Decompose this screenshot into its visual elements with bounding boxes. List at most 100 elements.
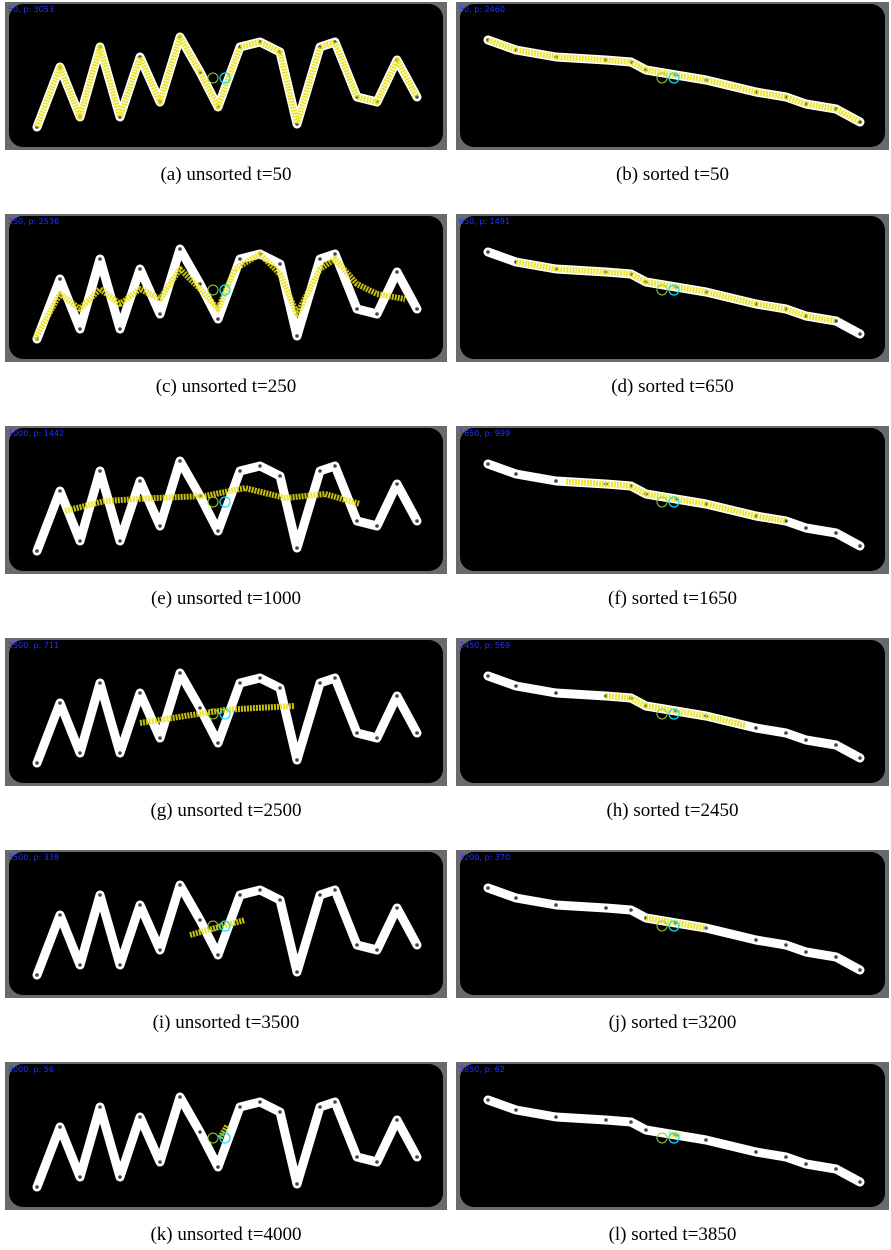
- particle-cloud: [32, 251, 406, 341]
- track-node: [258, 1100, 262, 1104]
- particle-cloud: [605, 693, 747, 729]
- track-node: [858, 968, 862, 972]
- track-node: [395, 482, 399, 486]
- track-node: [834, 531, 838, 535]
- track-node: [355, 731, 359, 735]
- track-node: [355, 307, 359, 311]
- track-node: [58, 1125, 62, 1129]
- true-position: [219, 920, 231, 932]
- estimate-marker: [207, 1132, 219, 1144]
- track-node: [198, 918, 202, 922]
- true-position: [219, 708, 231, 720]
- track-node: [98, 469, 102, 473]
- panel-label: 3500, p: 338: [8, 853, 59, 862]
- track-node: [78, 751, 82, 755]
- track-node: [78, 1175, 82, 1179]
- track-node: [834, 319, 838, 323]
- track-node: [35, 761, 39, 765]
- particle-cloud: [34, 34, 420, 129]
- track-node: [35, 549, 39, 553]
- estimate-marker: [656, 920, 668, 932]
- track-node: [333, 252, 337, 256]
- track-node: [295, 546, 299, 550]
- caption: (f) sorted t=1650: [608, 588, 737, 609]
- track-node: [158, 736, 162, 740]
- track-node: [278, 686, 282, 690]
- panel: 3200, p: 370: [456, 850, 889, 998]
- true-position: [219, 72, 231, 84]
- true-position: [219, 496, 231, 508]
- track-node: [118, 963, 122, 967]
- track-node: [514, 472, 518, 476]
- estimate-marker: [207, 284, 219, 296]
- track-node: [375, 1160, 379, 1164]
- track-node: [216, 317, 220, 321]
- panel-label: 650, p: 1491: [459, 217, 510, 226]
- track-node: [58, 913, 62, 917]
- track-node: [644, 1128, 648, 1132]
- true-position: [668, 284, 680, 296]
- track-node: [834, 743, 838, 747]
- particle-cloud: [645, 915, 707, 931]
- track-node: [58, 277, 62, 281]
- track-node: [858, 332, 862, 336]
- track-node: [278, 898, 282, 902]
- track-node: [754, 938, 758, 942]
- track-node: [78, 963, 82, 967]
- track-node: [238, 681, 242, 685]
- panel-label: 2500, p: 711: [8, 641, 59, 650]
- track-node: [486, 1098, 490, 1102]
- track-node: [238, 1105, 242, 1109]
- track-node: [834, 1167, 838, 1171]
- track-node: [98, 893, 102, 897]
- caption: (i) unsorted t=3500: [153, 1012, 300, 1033]
- track-node: [198, 1130, 202, 1134]
- track-node: [804, 1162, 808, 1166]
- true-position: [668, 72, 680, 84]
- track-node: [629, 1120, 633, 1124]
- track-node: [158, 312, 162, 316]
- track-node: [395, 270, 399, 274]
- panel: 3500, p: 338: [5, 850, 447, 998]
- track-node: [333, 888, 337, 892]
- panel: 1000, p: 1442: [5, 426, 447, 574]
- track-node: [138, 267, 142, 271]
- particle-cloud: [139, 703, 296, 726]
- particle-cloud: [64, 485, 361, 514]
- estimate-marker: [207, 708, 219, 720]
- track-node: [178, 247, 182, 251]
- track-node: [514, 684, 518, 688]
- track-node: [318, 893, 322, 897]
- panel: 2450, p: 569: [456, 638, 889, 786]
- estimate-marker: [656, 1132, 668, 1144]
- track-node: [554, 1115, 558, 1119]
- track-node: [415, 731, 419, 735]
- particle-cloud: [515, 259, 837, 324]
- track-node: [238, 893, 242, 897]
- track-node: [178, 1095, 182, 1099]
- caption: (e) unsorted t=1000: [151, 588, 301, 609]
- panel-label: 250, p: 2536: [8, 217, 59, 226]
- track-node: [554, 479, 558, 483]
- track-node: [804, 950, 808, 954]
- track-node: [198, 706, 202, 710]
- track-node: [295, 334, 299, 338]
- track-node: [238, 469, 242, 473]
- track-node: [333, 464, 337, 468]
- panel-label: 3200, p: 370: [459, 853, 510, 862]
- track-node: [295, 758, 299, 762]
- track-node: [784, 943, 788, 947]
- estimate-marker: [207, 72, 219, 84]
- caption: (b) sorted t=50: [616, 164, 729, 185]
- track-node: [318, 257, 322, 261]
- track-node: [98, 1105, 102, 1109]
- true-position: [668, 920, 680, 932]
- track-node: [216, 741, 220, 745]
- track-node: [58, 701, 62, 705]
- track-node: [395, 1118, 399, 1122]
- track-node: [118, 327, 122, 331]
- track-node: [629, 908, 633, 912]
- track-node: [258, 464, 262, 468]
- track: [32, 456, 422, 556]
- track-node: [858, 756, 862, 760]
